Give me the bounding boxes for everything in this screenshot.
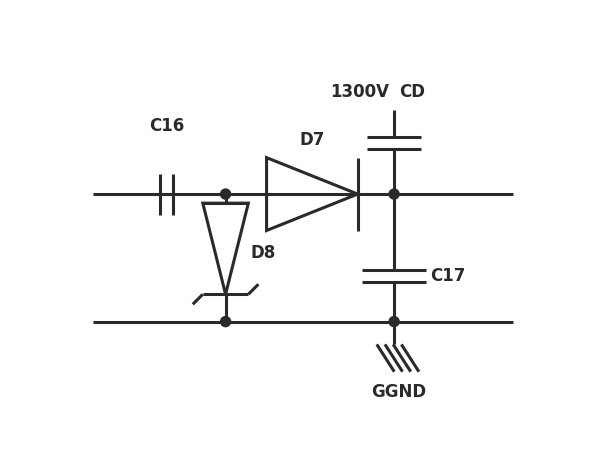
- Text: C16: C16: [148, 117, 184, 135]
- Circle shape: [389, 189, 399, 199]
- Text: CD: CD: [399, 83, 425, 100]
- Text: C17: C17: [430, 267, 466, 285]
- Circle shape: [389, 317, 399, 326]
- Text: 1300V: 1300V: [330, 83, 390, 100]
- Circle shape: [221, 189, 231, 199]
- Text: GGND: GGND: [371, 383, 426, 401]
- Text: D7: D7: [299, 130, 325, 148]
- Text: D8: D8: [251, 244, 276, 262]
- Circle shape: [221, 317, 231, 326]
